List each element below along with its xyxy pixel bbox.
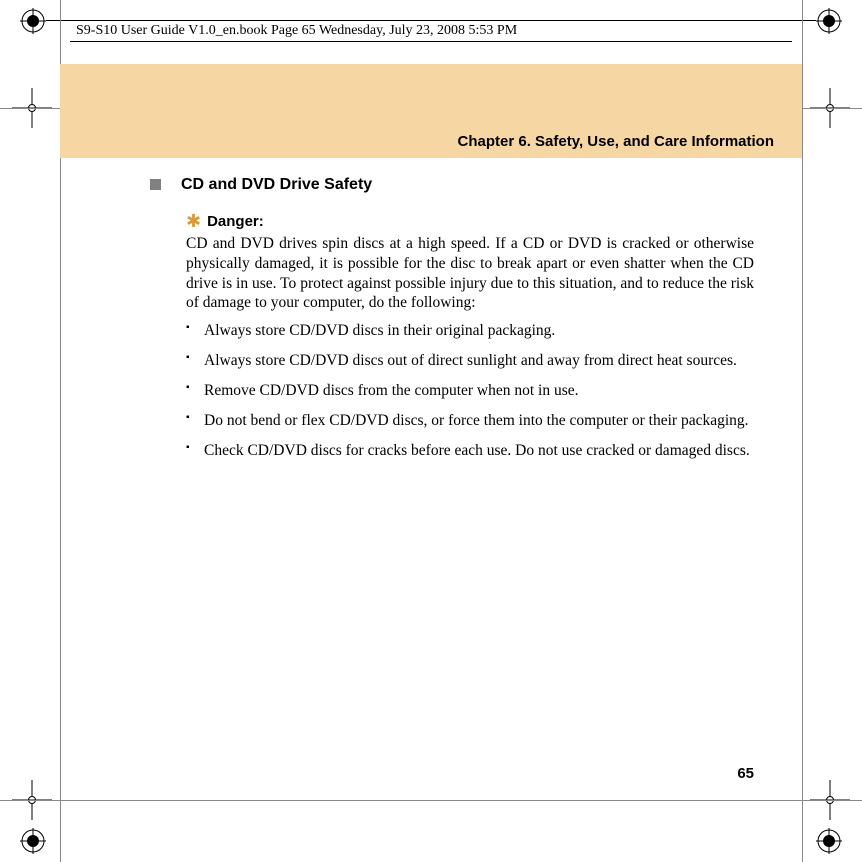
section-title: CD and DVD Drive Safety [181, 176, 372, 194]
page-number: 65 [737, 765, 754, 782]
danger-heading: ✱ Danger: [186, 212, 754, 230]
list-item: Remove CD/DVD discs from the computer wh… [186, 381, 754, 401]
danger-block: ✱ Danger: CD and DVD drives spin discs a… [186, 212, 754, 460]
crop-line [46, 20, 70, 21]
registration-mark-icon [816, 828, 842, 854]
crop-line [792, 20, 816, 21]
registration-mark-icon [20, 8, 46, 34]
crop-mark-icon [810, 780, 850, 820]
file-info-text: S9-S10 User Guide V1.0_en.book Page 65 W… [76, 23, 517, 39]
page-content: CD and DVD Drive Safety ✱ Danger: CD and… [150, 176, 754, 470]
crop-mark-icon [12, 780, 52, 820]
section-heading-row: CD and DVD Drive Safety [150, 176, 754, 194]
file-info-bar: S9-S10 User Guide V1.0_en.book Page 65 W… [70, 20, 792, 42]
chapter-header: Chapter 6. Safety, Use, and Care Informa… [60, 64, 802, 158]
square-bullet-icon [150, 179, 161, 190]
danger-asterisk-icon: ✱ [186, 212, 201, 230]
danger-body-text: CD and DVD drives spin discs at a high s… [186, 234, 754, 313]
danger-label: Danger: [207, 213, 264, 230]
chapter-title: Chapter 6. Safety, Use, and Care Informa… [458, 133, 774, 150]
registration-mark-icon [20, 828, 46, 854]
registration-mark-icon [816, 8, 842, 34]
list-item: Always store CD/DVD discs in their origi… [186, 321, 754, 341]
danger-bullet-list: Always store CD/DVD discs in their origi… [186, 321, 754, 460]
frame-line [0, 800, 862, 801]
list-item: Always store CD/DVD discs out of direct … [186, 351, 754, 371]
list-item: Do not bend or flex CD/DVD discs, or for… [186, 411, 754, 431]
list-item: Check CD/DVD discs for cracks before eac… [186, 441, 754, 461]
